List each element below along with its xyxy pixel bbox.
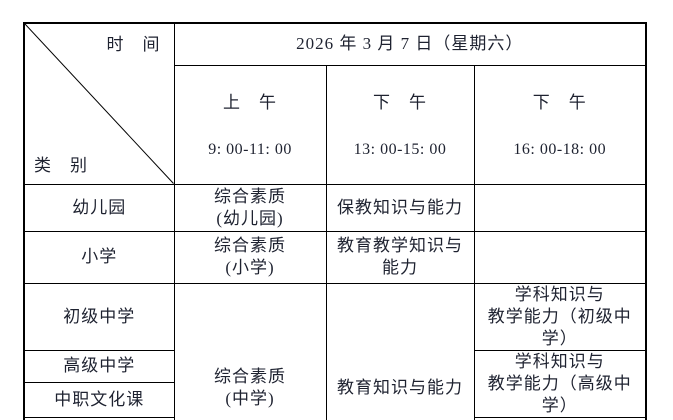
- session-period-label: 下 午: [373, 92, 427, 112]
- corner-header-cell: 时 间 类 别: [23, 22, 175, 185]
- cell-kindergarten-afternoon: 保教知识与能力: [325, 183, 475, 232]
- cell-kindergarten-late-empty: [473, 183, 647, 232]
- row-label-primary: 小学: [23, 230, 175, 284]
- session-period-label: 下 午: [532, 92, 587, 112]
- diagonal-divider-line: [25, 24, 174, 184]
- row-label-senior-secondary: 高级中学: [23, 349, 175, 384]
- cell-secondary-afternoon-merged: 教育知识与能力: [325, 282, 475, 420]
- session-header-afternoon-1: 下 午 13: 00-15: 00: [325, 64, 475, 185]
- session-time-label: 16: 00-18: 00: [513, 140, 607, 158]
- session-header-afternoon-2: 下 午 16: 00-18: 00: [473, 64, 647, 185]
- cell-primary-morning: 综合素质 (小学): [173, 230, 327, 284]
- row-label-vocational-culture: 中职文化课: [23, 382, 175, 418]
- row-label-vocational-specialty: 中职专业课: [23, 416, 175, 420]
- session-period-label: 上 午: [223, 92, 277, 112]
- row-label-junior-secondary: 初级中学: [23, 282, 175, 351]
- corner-time-label: 时 间: [106, 35, 161, 54]
- cell-vocational-specialty-late-empty: [473, 416, 647, 420]
- exam-schedule-table: 时 间 类 别 2026 年 3 月 7 日（星期六） 上 午 9: 00-11…: [23, 22, 647, 420]
- cell-secondary-morning-merged: 综合素质 (中学): [173, 282, 327, 420]
- cell-primary-afternoon: 教育教学知识与 能力: [325, 230, 475, 284]
- cell-primary-late-empty: [473, 230, 647, 284]
- session-time-label: 13: 00-15: 00: [353, 140, 447, 158]
- date-header-cell: 2026 年 3 月 7 日（星期六）: [173, 22, 647, 66]
- corner-category-label: 类 别: [34, 155, 88, 175]
- cell-kindergarten-morning: 综合素质 (幼儿园): [173, 183, 327, 232]
- cell-junior-late-afternoon: 学科知识与 教学能力（初级中学）: [473, 282, 647, 351]
- cell-senior-late-afternoon-merged: 学科知识与 教学能力（高级中学）: [473, 349, 647, 418]
- session-time-label: 9: 00-11: 00: [208, 140, 292, 158]
- row-label-kindergarten: 幼儿园: [23, 183, 175, 232]
- session-header-morning: 上 午 9: 00-11: 00: [173, 64, 327, 185]
